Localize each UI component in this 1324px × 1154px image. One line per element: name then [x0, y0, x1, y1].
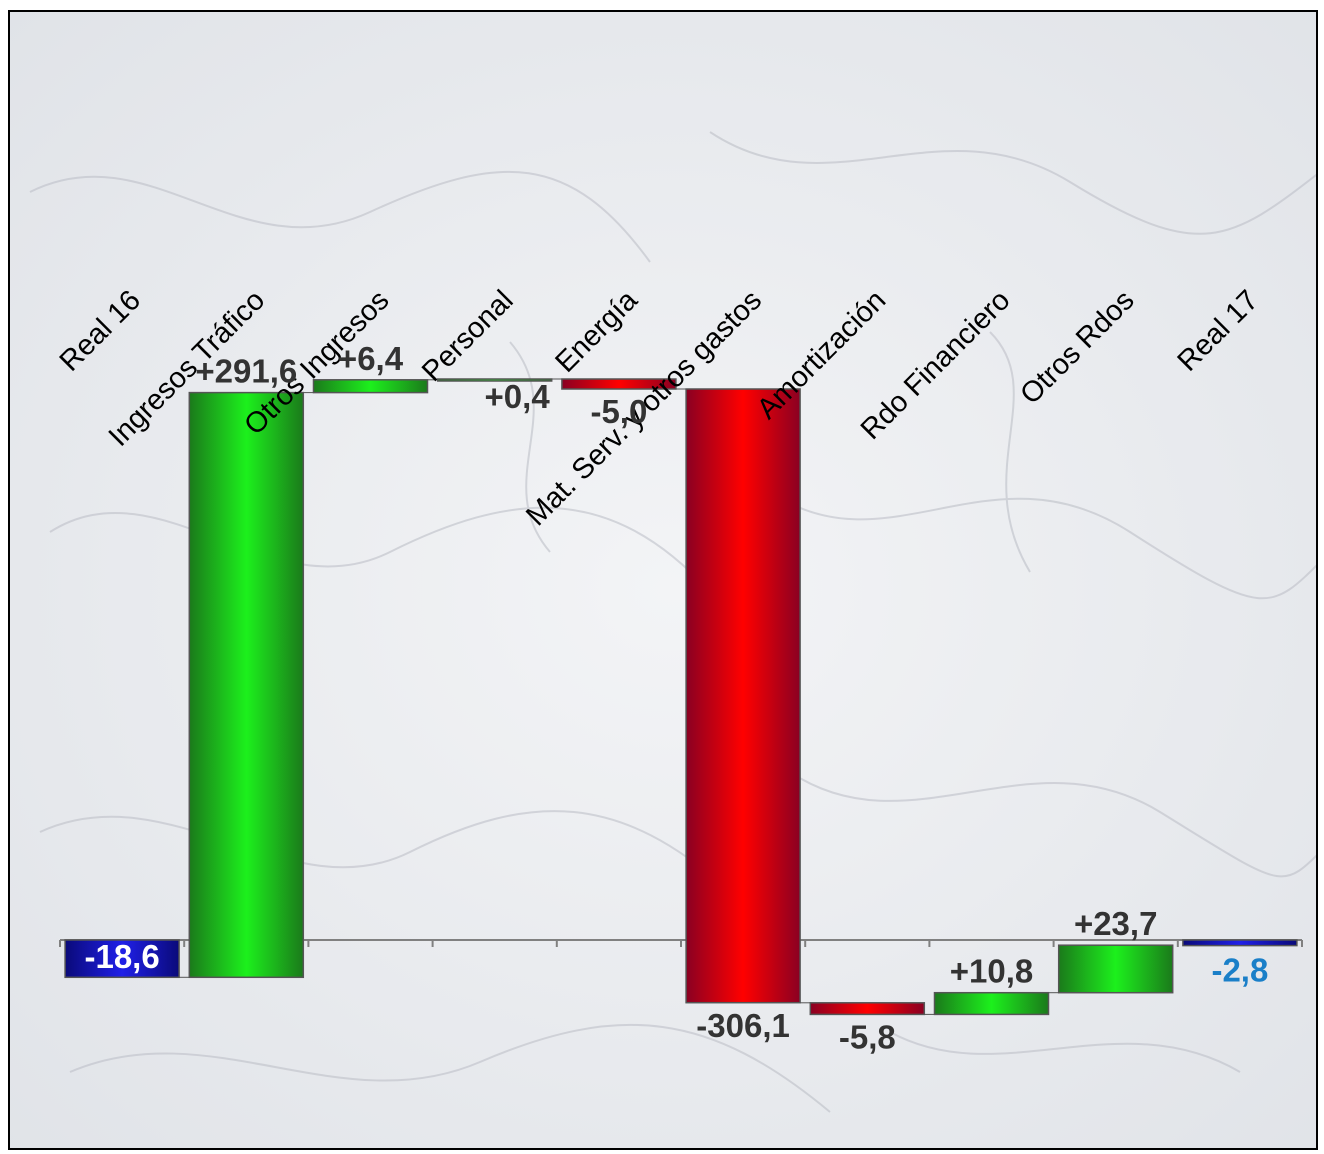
bar-10	[1182, 939, 1298, 947]
bar-8	[933, 991, 1050, 1016]
chart-frame: Real 16 Ingresos Tráfico Otros Ingresos Per…	[8, 10, 1318, 1150]
value-labels: -18,6 +291,6 +6,4 +0,4 -5,0 -306,1 -5,8 +10,8 +2…	[84, 340, 1268, 1056]
value-label: +291,6	[195, 353, 297, 390]
bar-9	[1057, 944, 1174, 994]
x-axis-ticks	[59, 940, 1303, 947]
bar-5	[561, 378, 677, 390]
value-label: +10,8	[950, 953, 1034, 990]
value-label: +6,4	[338, 340, 404, 377]
bar-6	[685, 388, 801, 1004]
bars	[64, 378, 1298, 1016]
bar-3	[312, 379, 429, 394]
bar-2	[188, 391, 305, 979]
value-label: -5,0	[590, 393, 647, 430]
value-label: -5,8	[839, 1018, 896, 1055]
marble-texture	[29, 131, 1316, 1113]
value-label: -2,8	[1211, 952, 1268, 989]
bar-7	[809, 1002, 926, 1016]
value-label: -306,1	[696, 1007, 790, 1044]
connector-lines	[179, 378, 1059, 1015]
value-label: +23,7	[1074, 905, 1158, 942]
bar-1	[64, 939, 180, 979]
value-label: -18,6	[84, 938, 159, 975]
value-label: +0,4	[485, 378, 551, 415]
